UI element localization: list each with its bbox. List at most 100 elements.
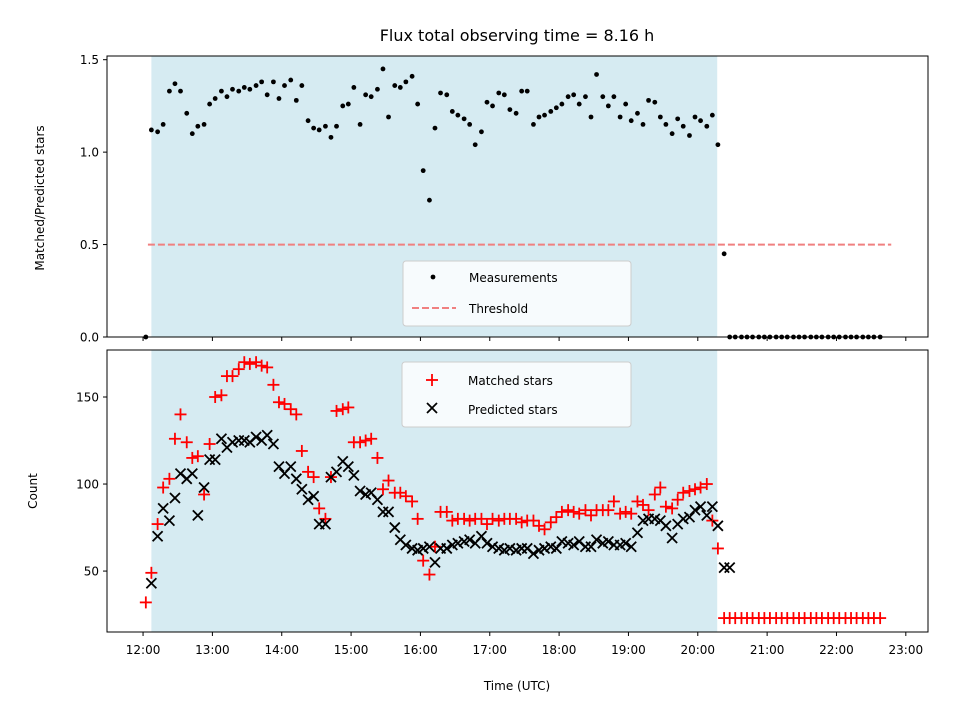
measurement-point bbox=[316, 127, 322, 133]
matched-star-point bbox=[475, 512, 488, 525]
measurement-point bbox=[305, 118, 311, 124]
measurement-point bbox=[588, 114, 594, 120]
predicted-star-point bbox=[429, 556, 441, 569]
predicted-star-point bbox=[556, 535, 568, 548]
x-tick-label: 20:00 bbox=[680, 643, 715, 657]
measurement-point bbox=[501, 92, 507, 98]
x-tick-label: 19:00 bbox=[611, 643, 646, 657]
measurement-point bbox=[328, 134, 334, 140]
measurement-point bbox=[323, 123, 328, 129]
x-tick-label: 13:00 bbox=[195, 643, 230, 657]
matched-star-point bbox=[573, 507, 586, 520]
measurement-point bbox=[680, 123, 686, 129]
matched-star-point bbox=[238, 356, 251, 369]
predicted-star-point bbox=[371, 494, 384, 506]
matched-star-point bbox=[642, 504, 655, 517]
matched-star-point bbox=[174, 408, 187, 421]
predicted-star-point bbox=[602, 535, 614, 548]
measurement-point bbox=[392, 83, 398, 88]
matched-star-point bbox=[486, 512, 499, 525]
predicted-star-point bbox=[226, 436, 239, 448]
predicted-star-point bbox=[296, 483, 308, 495]
predicted-star-point bbox=[550, 542, 562, 555]
x-tick-label: 17:00 bbox=[472, 643, 507, 657]
matched-star-point bbox=[538, 523, 551, 536]
predicted-star-point bbox=[683, 511, 696, 523]
x-axis-label: Time (UTC) bbox=[483, 679, 550, 693]
measurement-point bbox=[675, 116, 681, 122]
matched-star-point bbox=[417, 554, 430, 567]
matched-star-point bbox=[619, 505, 632, 518]
predicted-star-point bbox=[504, 542, 516, 555]
measurement-point bbox=[490, 103, 495, 109]
matched-star-point bbox=[411, 512, 424, 525]
predicted-star-point bbox=[712, 520, 724, 532]
measurement-point bbox=[635, 110, 640, 116]
matched-star-point bbox=[423, 568, 436, 581]
measurement-point bbox=[409, 73, 415, 79]
measurement-point bbox=[247, 86, 253, 92]
measurement-point bbox=[375, 86, 380, 92]
predicted-star-point bbox=[694, 501, 707, 513]
measurement-point bbox=[380, 66, 386, 72]
measurement-point bbox=[669, 131, 675, 137]
measurement-point bbox=[299, 83, 305, 88]
predicted-star-point bbox=[145, 577, 158, 589]
matched-star-point bbox=[544, 516, 557, 529]
matched-star-point bbox=[302, 465, 315, 478]
measurement-point bbox=[288, 77, 294, 83]
matched-star-point bbox=[677, 486, 690, 499]
predicted-star-point bbox=[267, 438, 280, 450]
measurement-point bbox=[449, 109, 455, 114]
measurement-point bbox=[519, 88, 525, 94]
matched-star-point bbox=[191, 450, 204, 463]
predicted-star-point bbox=[302, 494, 314, 506]
measurement-point bbox=[513, 110, 519, 116]
legend-measurements-label: Measurements bbox=[469, 271, 558, 285]
matched-star-point bbox=[180, 436, 193, 449]
matched-star-point bbox=[694, 481, 707, 494]
matched-star-point bbox=[625, 507, 638, 520]
measurement-point bbox=[230, 86, 235, 92]
bottom-axis-ticks: 12:00 13:00 14:00 15:00 16:00 17:00 18:00 19:00… bbox=[76, 391, 923, 658]
measurement-point bbox=[600, 94, 606, 100]
matched-star-point bbox=[145, 566, 158, 579]
matched-star-point bbox=[463, 514, 476, 527]
legend-matched-marker bbox=[426, 374, 438, 386]
matched-star-point bbox=[706, 514, 719, 527]
y-tick-label: 150 bbox=[76, 391, 99, 405]
measurement-point bbox=[167, 88, 172, 94]
measurement-point bbox=[571, 92, 577, 98]
measurement-point bbox=[172, 81, 178, 87]
measurement-point bbox=[548, 109, 554, 114]
measurement-point bbox=[536, 114, 542, 120]
measurement-point bbox=[334, 123, 339, 129]
matched-star-point bbox=[168, 432, 181, 445]
x-tick-label: 14:00 bbox=[264, 643, 299, 657]
measurement-point bbox=[640, 122, 646, 127]
matched-star-point bbox=[562, 504, 575, 517]
measurement-point bbox=[611, 94, 617, 100]
measurement-point bbox=[646, 97, 651, 103]
predicted-star-point bbox=[348, 469, 360, 481]
measurement-point bbox=[692, 114, 698, 120]
measurement-point bbox=[507, 107, 513, 113]
matched-star-point bbox=[567, 505, 580, 518]
bottom-marks bbox=[139, 356, 887, 625]
predicted-star-point bbox=[400, 539, 412, 551]
matched-star-point bbox=[163, 472, 176, 485]
predicted-star-point bbox=[452, 537, 464, 549]
predicted-star-point bbox=[169, 492, 181, 504]
predicted-star-point bbox=[342, 460, 354, 473]
y-tick-label: 0.5 bbox=[80, 238, 99, 252]
predicted-star-point bbox=[689, 504, 701, 516]
measurement-point bbox=[565, 94, 571, 100]
measurement-point bbox=[160, 122, 166, 127]
measurement-point bbox=[484, 99, 490, 105]
measurement-point bbox=[605, 103, 611, 109]
measurement-point bbox=[415, 101, 421, 107]
matched-star-point bbox=[330, 404, 343, 417]
predicted-star-point bbox=[186, 467, 198, 480]
matched-star-point bbox=[376, 483, 389, 496]
top-marks bbox=[143, 66, 892, 340]
